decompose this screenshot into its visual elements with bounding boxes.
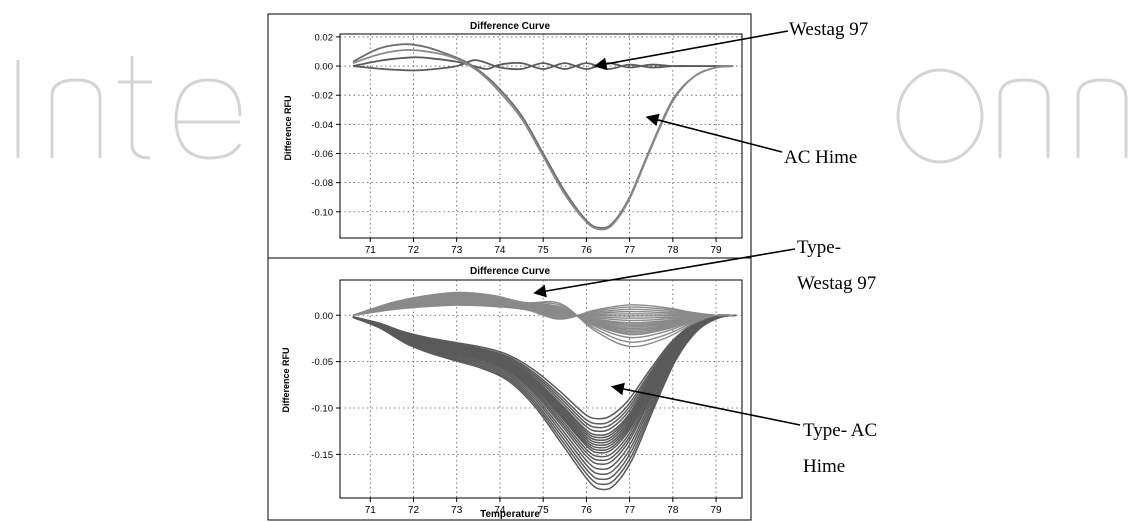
panel-b-series-line-hime bbox=[353, 314, 735, 465]
panel-b-series-line-hime bbox=[352, 314, 733, 425]
panel-b-ylabel: Difference RFU bbox=[281, 347, 291, 412]
annotation-ac-hime: AC Hime bbox=[784, 147, 857, 168]
panel-a-ytick-label: -0.04 bbox=[311, 120, 333, 131]
annotation-arrow bbox=[645, 113, 783, 153]
panel-b-series-line-hime bbox=[353, 314, 736, 476]
panel-a-xtick-label: 73 bbox=[451, 245, 463, 256]
panel-b-xlabel: Temperature bbox=[480, 509, 540, 520]
panel-b-xtick-label: 71 bbox=[365, 505, 377, 516]
panel-a-ytick-label: -0.10 bbox=[311, 207, 333, 218]
panel-a-xtick-label: 72 bbox=[408, 245, 420, 256]
panel-a-title: Difference Curve bbox=[470, 21, 550, 32]
panel-b-xtick-label: 75 bbox=[538, 505, 550, 516]
panel-b-series-line-hime bbox=[353, 314, 737, 491]
panel-b-xtick-label: 76 bbox=[581, 505, 593, 516]
annotation-type-ac-hime-line2: Hime bbox=[803, 456, 845, 477]
annotation-arrow bbox=[593, 30, 789, 71]
panel-b-xtick-label: 72 bbox=[408, 505, 420, 516]
panel-a-ytick-label: 0.00 bbox=[315, 62, 334, 73]
panel-a-xtick-label: 77 bbox=[624, 245, 636, 256]
panel-b-title: Difference Curve bbox=[470, 266, 550, 277]
panel-a-series-line-westag bbox=[352, 59, 734, 72]
panel-b-ytick-label: 0.00 bbox=[315, 311, 334, 322]
panel-a-ytick-label: -0.08 bbox=[311, 178, 333, 189]
panel-a-xtick-label: 78 bbox=[667, 245, 679, 256]
annotation-type-ac-hime-line1: Type- AC bbox=[803, 420, 877, 441]
annotation-arrow bbox=[611, 382, 801, 426]
panel-b-xtick-label: 77 bbox=[624, 505, 636, 516]
panel-a-xtick-label: 79 bbox=[711, 245, 723, 256]
panel-b-series-line-hime bbox=[352, 314, 733, 420]
panel-b-series-line-hime bbox=[353, 314, 737, 486]
panel-a-xtick-label: 71 bbox=[365, 245, 377, 256]
annotation-westag-97: Westag 97 bbox=[789, 19, 868, 40]
panel-b-ytick-label: -0.15 bbox=[311, 450, 333, 461]
panel-b-series-line-westag bbox=[352, 291, 734, 348]
panel-b-xtick-label: 74 bbox=[494, 505, 506, 516]
panel-b-ytick-label: -0.05 bbox=[311, 357, 333, 368]
annotation-type-westag-line2: Westag 97 bbox=[797, 273, 876, 294]
panel-b-series-line-hime bbox=[353, 314, 736, 471]
panel-b-series-line-hime bbox=[352, 314, 733, 429]
panel-a-ylabel: Difference RFU bbox=[283, 95, 293, 160]
panel-b-xtick-label: 78 bbox=[667, 505, 679, 516]
panel-a-ytick-label: -0.02 bbox=[311, 91, 333, 102]
annotation-arrow bbox=[533, 248, 796, 298]
panel-b-series-line-hime bbox=[352, 314, 733, 433]
panel-a-xtick-label: 76 bbox=[581, 245, 593, 256]
panel-a-xtick-label: 75 bbox=[538, 245, 550, 256]
panel-b-series-line-hime bbox=[353, 314, 736, 481]
panel-a-ytick-label: -0.06 bbox=[311, 149, 333, 160]
panel-a-plot-area bbox=[339, 33, 743, 239]
watermark-logo bbox=[16, 56, 1128, 164]
panel-b-xtick-label: 79 bbox=[711, 505, 723, 516]
panel-b-xtick-label: 73 bbox=[451, 505, 463, 516]
panel-b-ytick-label: -0.10 bbox=[311, 404, 333, 415]
annotation-type-westag-line1: Type- bbox=[797, 237, 841, 258]
panel-a-ytick-label: 0.02 bbox=[315, 32, 334, 43]
panel-b-frame bbox=[267, 257, 752, 521]
panel-a-series-line-hime bbox=[352, 48, 734, 231]
panel-a-xtick-label: 74 bbox=[494, 245, 506, 256]
